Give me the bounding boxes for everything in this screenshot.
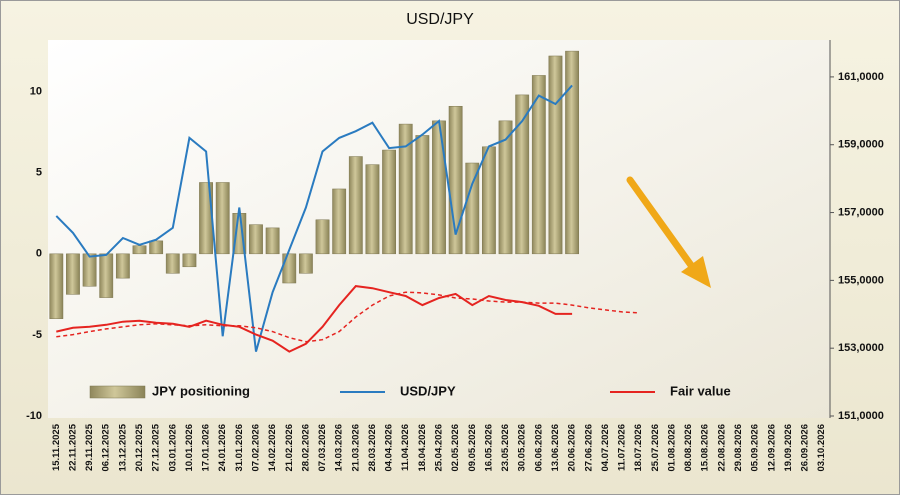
- x-tick-label: 27.12.2025: [151, 423, 162, 471]
- x-tick-label: 14.03.2026: [334, 424, 345, 472]
- bar: [548, 55, 563, 255]
- y2-tick-label: 151,0000: [838, 410, 884, 422]
- bar: [482, 146, 496, 255]
- x-tick-label: 25.07.2026: [650, 424, 661, 472]
- chart-title: USD/JPY: [406, 11, 474, 28]
- x-tick-label: 06.06.2026: [533, 424, 544, 472]
- x-tick-label: 06.12.2025: [101, 423, 112, 471]
- x-tick-label: 20.06.2026: [567, 424, 578, 472]
- x-tick-label: 04.04.2026: [384, 424, 395, 472]
- legend-label: Fair value: [670, 383, 731, 398]
- y2-tick-label: 153,0000: [838, 342, 884, 354]
- x-tick-label: 03.01.2026: [167, 424, 178, 472]
- bar: [282, 253, 297, 284]
- x-tick-label: 26.09.2026: [800, 424, 811, 472]
- bar: [49, 253, 64, 319]
- bar: [515, 94, 530, 255]
- x-tick-label: 03.10.2026: [816, 424, 827, 472]
- x-tick-label: 27.06.2026: [583, 424, 594, 472]
- bar: [332, 188, 347, 255]
- bar: [348, 156, 363, 255]
- bar: [115, 253, 130, 279]
- x-tick-label: 23.05.2026: [500, 424, 511, 472]
- y2-tick-label: 161,0000: [838, 71, 884, 83]
- x-tick-label: 11.07.2026: [617, 424, 628, 471]
- y-tick-label: 5: [36, 167, 42, 179]
- bar: [415, 135, 430, 255]
- x-tick-label: 08.08.2026: [683, 424, 694, 472]
- x-tick-label: 19.09.2026: [783, 424, 794, 472]
- bar: [365, 164, 380, 255]
- bar: [99, 253, 114, 298]
- bar: [165, 253, 180, 274]
- x-tick-label: 28.02.2026: [300, 424, 311, 472]
- legend-label: JPY positioning: [152, 383, 250, 398]
- x-tick-label: 04.07.2026: [600, 424, 611, 472]
- x-tick-label: 01.08.2026: [666, 424, 677, 472]
- x-tick-label: 28.03.2026: [367, 424, 378, 472]
- x-tick-label: 21.02.2026: [284, 424, 295, 472]
- y-tick-label: -10: [26, 410, 42, 422]
- x-tick-label: 12.09.2026: [766, 424, 777, 472]
- x-tick-label: 11.04.2026: [400, 424, 411, 471]
- line: [56, 285, 573, 353]
- y2-tick-label: 159,0000: [838, 139, 884, 151]
- x-tick-label: 22.11.2025: [67, 423, 78, 471]
- bar: [132, 245, 147, 255]
- y-tick-label: 10: [30, 86, 42, 98]
- y-tick-label: -5: [32, 329, 42, 341]
- x-tick-label: 22.08.2026: [716, 424, 727, 472]
- x-tick-label: 05.09.2026: [750, 424, 761, 472]
- bar: [182, 253, 197, 268]
- bar: [149, 240, 164, 255]
- x-tick-label: 31.01.2026: [234, 424, 245, 472]
- x-tick-label: 17.01.2026: [201, 424, 212, 472]
- x-tick-label: 25.04.2026: [434, 424, 445, 472]
- line: [55, 84, 573, 352]
- bar: [249, 224, 263, 255]
- x-tick-label: 29.08.2026: [733, 424, 744, 472]
- bar: [315, 219, 330, 255]
- y2-tick-label: 155,0000: [838, 274, 884, 286]
- bar: [565, 50, 580, 255]
- legend-label: USD/JPY: [400, 383, 456, 398]
- x-tick-label: 10.01.2026: [184, 424, 195, 472]
- bar: [432, 120, 446, 255]
- bar: [66, 253, 80, 295]
- x-tick-label: 24.01.2026: [217, 424, 228, 472]
- x-tick-label: 09.05.2026: [467, 424, 478, 472]
- x-tick-label: 15.11.2025: [51, 423, 62, 471]
- x-tick-label: 15.08.2026: [700, 424, 711, 472]
- x-tick-label: 13.12.2025: [117, 423, 128, 471]
- trend-arrow: [626, 176, 711, 288]
- x-tick-label: 07.03.2026: [317, 424, 328, 472]
- x-tick-label: 02.05.2026: [450, 424, 461, 472]
- x-tick-label: 29.11.2025: [84, 423, 95, 471]
- x-tick-label: 18.07.2026: [633, 424, 644, 472]
- bar: [265, 227, 280, 255]
- bar: [465, 162, 480, 255]
- x-tick-label: 21.03.2026: [350, 424, 361, 472]
- bar: [382, 149, 396, 255]
- x-tick-label: 18.04.2026: [417, 424, 428, 472]
- x-tick-label: 16.05.2026: [483, 424, 494, 472]
- y-tick-label: 0: [36, 248, 42, 260]
- bar: [215, 182, 230, 255]
- x-tick-label: 14.02.2026: [267, 424, 278, 472]
- x-tick-label: 13.06.2026: [550, 424, 561, 472]
- legend-swatch: [89, 385, 146, 399]
- bar: [82, 253, 97, 287]
- bar: [298, 253, 313, 274]
- x-tick-label: 07.02.2026: [250, 424, 261, 472]
- y2-tick-label: 157,0000: [838, 206, 884, 218]
- x-tick-label: 30.05.2026: [517, 424, 528, 472]
- bar: [398, 123, 413, 255]
- bar: [498, 120, 513, 255]
- bar: [531, 75, 546, 255]
- x-tick-label: 20.12.2025: [134, 423, 145, 471]
